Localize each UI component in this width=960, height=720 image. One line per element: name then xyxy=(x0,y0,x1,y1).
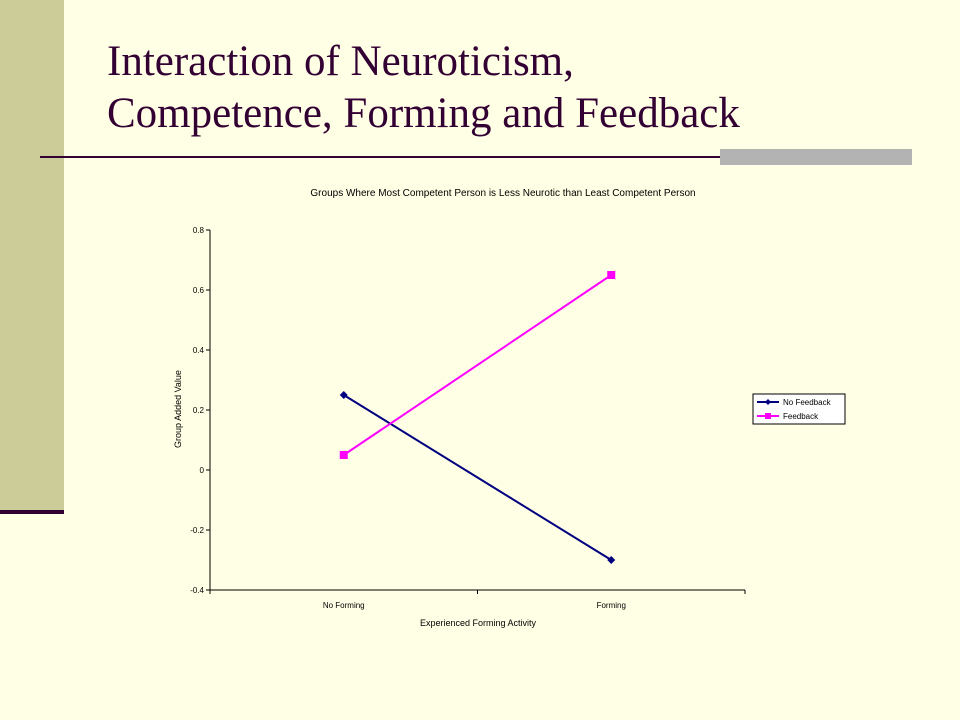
x-axis-label: Experienced Forming Activity xyxy=(420,618,537,628)
y-tick-label: 0 xyxy=(200,466,205,475)
x-tick-label: Forming xyxy=(597,601,626,610)
slide-title-line-1: Interaction of Neuroticism, xyxy=(107,38,574,85)
y-tick-label: 0.2 xyxy=(193,406,205,415)
legend-label: Feedback xyxy=(783,412,819,421)
data-point xyxy=(339,451,348,459)
data-point xyxy=(607,556,616,564)
y-tick-label: 0.8 xyxy=(193,226,205,235)
line-chart: Groups Where Most Competent Person is Le… xyxy=(173,188,846,628)
legend-marker xyxy=(765,399,771,405)
series-line-1 xyxy=(343,274,612,456)
legend: No Feedback Feedback xyxy=(752,393,846,425)
y-tick-label: -0.4 xyxy=(190,586,204,595)
legend-label: No Feedback xyxy=(783,398,832,407)
series-line-0 xyxy=(343,394,612,561)
chart-title: Groups Where Most Competent Person is Le… xyxy=(310,188,695,199)
y-axis-label: Group Added Value xyxy=(173,370,183,448)
title-accent-bar xyxy=(720,149,912,165)
data-point xyxy=(607,271,616,279)
slide-title: Interaction of Neuroticism, Competence, … xyxy=(107,36,927,140)
x-tick-label: No Forming xyxy=(323,601,365,610)
side-bar xyxy=(0,0,64,510)
axes: 0.8 0.6 0.4 0.2 0 -0.2 -0.4 No Forming Forming xyxy=(190,226,746,610)
y-tick-label: 0.6 xyxy=(193,286,205,295)
data-point xyxy=(339,391,348,399)
slide-title-line-2: Competence, Forming and Feedback xyxy=(107,90,740,137)
y-tick-label: 0.4 xyxy=(193,346,205,355)
series-group xyxy=(339,271,616,564)
legend-marker xyxy=(765,413,771,419)
title-rule xyxy=(40,156,912,158)
y-tick-label: -0.2 xyxy=(190,526,204,535)
side-bar-underline xyxy=(0,510,64,514)
